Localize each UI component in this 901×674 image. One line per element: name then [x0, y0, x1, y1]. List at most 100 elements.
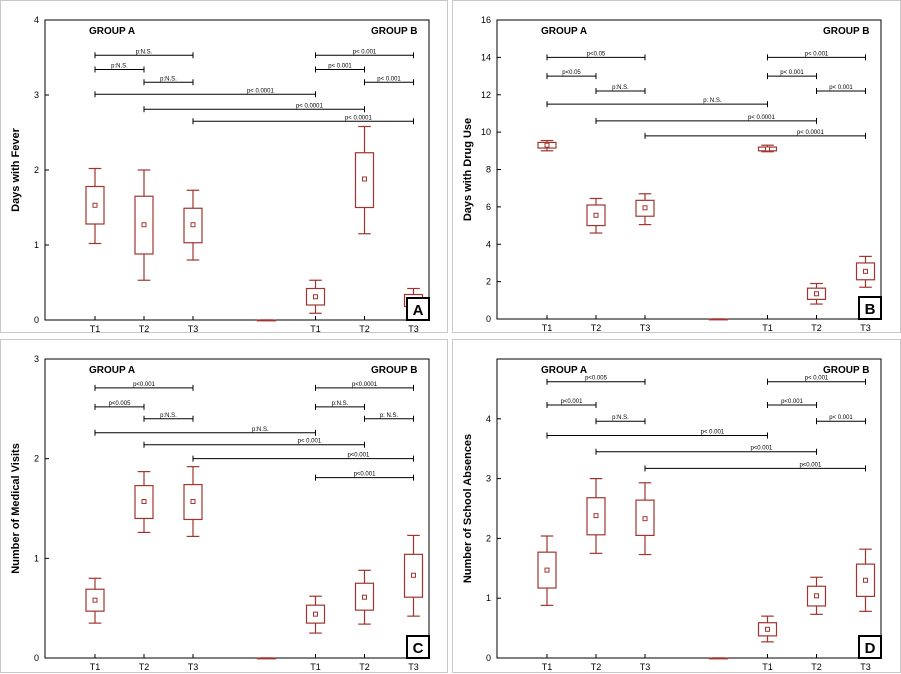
- x-tick-label: T3: [188, 324, 199, 334]
- p-value-label: p: N.S.: [703, 98, 722, 104]
- panel-letter: C: [413, 640, 424, 657]
- x-tick-label: T3: [408, 662, 419, 672]
- y-tick-label: 8: [486, 165, 491, 175]
- p-value-label: p<0.05: [562, 70, 581, 76]
- p-value-label: p:N.S.: [332, 401, 349, 407]
- plot-frame: [44, 358, 430, 659]
- p-value-label: p:N.S.: [612, 415, 629, 421]
- p-value-label: p:N.S.: [612, 85, 629, 91]
- p-value-label: p<0.001: [347, 453, 370, 459]
- chart-svg-c: 0 1 2 3 Number of Medical Visits T1 T2 T3 T1 T2 T3…: [10, 354, 430, 672]
- panel-letter-badge: [406, 297, 430, 321]
- y-tick-label: 1: [34, 553, 39, 563]
- x-tick-label: T3: [860, 662, 871, 672]
- group-b-label: GROUP B: [371, 365, 418, 376]
- x-tick-label: T1: [310, 662, 321, 672]
- p-value-label: p< 0.001: [805, 51, 829, 57]
- p-value-label: p< 0.0001: [296, 103, 324, 109]
- y-tick-label: 0: [34, 653, 39, 663]
- x-tick-label: T3: [640, 662, 651, 672]
- p-value-label: p:N.S.: [160, 76, 177, 82]
- p-value-label: p< 0.0001: [247, 88, 275, 94]
- box-body: [708, 318, 729, 321]
- x-tick-label: T2: [591, 323, 602, 333]
- mean-marker: [814, 593, 819, 599]
- x-tick-label: T2: [359, 662, 370, 672]
- x-tick-label: T3: [188, 662, 199, 672]
- p-value-label: p:N.S.: [252, 427, 269, 433]
- y-tick-label: 2: [486, 277, 491, 287]
- y-tick-label: 1: [34, 240, 39, 250]
- p-value-label: p<0.001: [561, 399, 584, 405]
- x-tick-label: T2: [811, 323, 822, 333]
- p-value-label: p<0.001: [354, 472, 377, 478]
- x-tick-label: T3: [860, 323, 871, 333]
- y-tick-label: 4: [486, 239, 491, 249]
- p-value-label: p< 0.001: [780, 70, 804, 76]
- y-tick-label: 1: [486, 593, 491, 603]
- chart-svg-d: 0 1 2 3 4 Number of School Absences T1 T2 T3 T1 T2…: [462, 358, 882, 672]
- p-value-label: p< 0.001: [829, 415, 853, 421]
- mean-marker: [190, 499, 196, 505]
- p-value-label: p< 0.001: [805, 376, 829, 382]
- y-tick-label: 10: [481, 127, 491, 137]
- panel-letter-badge: [858, 635, 882, 659]
- x-tick-label: T2: [359, 324, 370, 334]
- y-tick-label: 4: [486, 414, 491, 424]
- y-tick-label: 2: [486, 533, 491, 543]
- y-tick-label: 6: [486, 202, 491, 212]
- x-tick-label: T2: [811, 662, 822, 672]
- y-tick-label: 3: [34, 90, 39, 100]
- p-value-label: p<0.001: [799, 462, 822, 468]
- p-value-label: p< 0.001: [353, 49, 377, 55]
- mean-marker: [92, 597, 98, 603]
- x-tick-label: T1: [542, 662, 553, 672]
- group-b-label: GROUP B: [823, 26, 870, 37]
- p-value-label: p<0.005: [585, 376, 608, 382]
- mean-marker: [642, 205, 648, 211]
- x-tick-label: T3: [640, 323, 651, 333]
- box-body: [256, 657, 277, 660]
- p-value-label: p< 0.001: [328, 64, 352, 70]
- x-tick-label: T2: [591, 662, 602, 672]
- x-tick-label: T3: [408, 324, 419, 334]
- mean-marker: [141, 499, 147, 505]
- mean-marker: [765, 626, 770, 632]
- mean-marker: [593, 212, 599, 218]
- mean-marker: [593, 513, 599, 519]
- panel-letter: B: [865, 301, 876, 318]
- chart-panel-c: 0 1 2 3 Number of Medical Visits T1 T2 T3 T1 T2 T3…: [0, 339, 448, 673]
- group-a-label: GROUP A: [89, 365, 135, 376]
- p-value-label: p<0.001: [133, 382, 156, 388]
- panel-letter-badge: [858, 296, 882, 320]
- mean-marker: [863, 268, 868, 274]
- mean-marker: [642, 516, 648, 522]
- p-value-label: p< 0.0001: [748, 115, 776, 121]
- mean-marker: [544, 567, 550, 573]
- y-tick-label: 0: [34, 315, 39, 325]
- p-value-label: p< 0.001: [377, 76, 401, 82]
- x-tick-label: T1: [762, 323, 773, 333]
- y-tick-label: 0: [486, 314, 491, 324]
- p-value-label: p< 0.001: [298, 439, 322, 445]
- group-a-label: GROUP A: [541, 365, 587, 376]
- group-b-label: GROUP B: [371, 26, 418, 37]
- x-tick-label: T1: [542, 323, 553, 333]
- y-tick-label: 0: [486, 653, 491, 663]
- mean-marker: [313, 611, 318, 617]
- p-value-label: p<0.005: [109, 401, 132, 407]
- plot-frame: [496, 358, 882, 659]
- p-value-label: p< 0.0001: [345, 115, 373, 121]
- y-tick-label: 4: [34, 15, 39, 25]
- mean-marker: [411, 572, 416, 578]
- y-axis-label: Days with Drug Use: [462, 118, 474, 221]
- y-tick-label: 3: [486, 474, 491, 484]
- chart-svg-a: 0 1 2 3 4 Days with Fever T1 T2 T3 T1 T2 T3 GROUP A G…: [10, 15, 430, 334]
- p-value-label: p<0.001: [750, 446, 773, 452]
- mean-marker: [362, 594, 367, 600]
- p-value-label: p<0.05: [587, 51, 606, 57]
- y-tick-label: 3: [34, 354, 39, 364]
- chart-svg-b: 0 2 4 6 8 10 12 14 16 Days with Drug Use T1 T2 T3 T1 T…: [462, 15, 882, 333]
- chart-panel-a: 0 1 2 3 4 Days with Fever T1 T2 T3 T1 T2 T3 GROUP A G…: [0, 0, 448, 334]
- y-tick-label: 14: [481, 52, 491, 62]
